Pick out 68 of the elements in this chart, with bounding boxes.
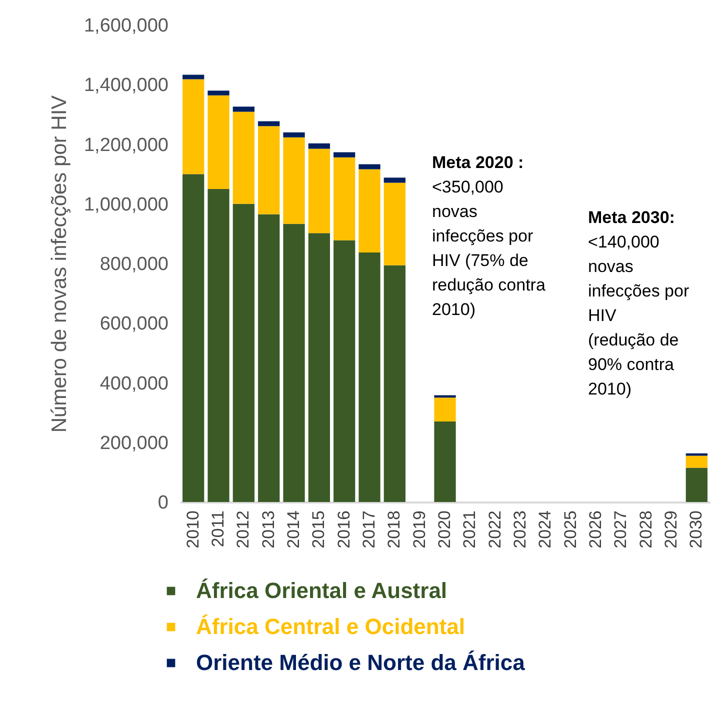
bar: [334, 157, 356, 240]
x-tick-label: 2014: [284, 510, 304, 548]
y-tick-label: 0: [158, 492, 168, 514]
legend-label: África Oriental e Austral: [196, 578, 448, 603]
x-tick-label: 2010: [183, 510, 202, 548]
bar: [384, 178, 406, 183]
bar: [258, 121, 280, 126]
bar: [358, 169, 380, 252]
x-tick-label: 2015: [309, 510, 328, 548]
bar: [334, 152, 356, 158]
y-tick-label: 1,400,000: [84, 75, 168, 96]
bar: [384, 265, 406, 502]
y-axis-title: Número de novas infecções por HIV: [48, 95, 71, 433]
bar: [258, 214, 280, 502]
bar: [182, 74, 204, 80]
bar: [434, 398, 456, 422]
y-tick-label: 200,000: [100, 432, 168, 454]
bar: [334, 240, 356, 502]
bar: [308, 148, 330, 234]
bar: [283, 224, 305, 502]
bar: [358, 252, 380, 502]
bar: [283, 132, 305, 138]
x-tick-label: 2024: [536, 510, 555, 548]
bar: [308, 233, 330, 502]
bar: [686, 456, 708, 468]
bar: [308, 143, 330, 149]
bar: [434, 422, 456, 502]
x-tick-label: 2016: [334, 510, 354, 548]
x-tick-label: 2013: [258, 510, 278, 548]
x-tick-label: 2011: [208, 510, 228, 548]
annotation: Meta 2020 : <350,000 novas infecções por HIV (75% de redução contra 2010): [432, 153, 546, 319]
bar: [208, 95, 230, 189]
bar: [232, 112, 254, 204]
bar: [182, 79, 204, 174]
x-tick-label: 2019: [410, 510, 429, 548]
x-tick-label: 2029: [661, 510, 680, 548]
bar: [686, 453, 708, 456]
x-tick-label: 2028: [636, 510, 656, 548]
annotation: Meta 2030: <140,000 novas infecções por HIV (redução de 90% contra 2010): [588, 208, 690, 398]
y-tick-label: 1,200,000: [84, 134, 168, 156]
bar: [358, 164, 380, 170]
x-tick-label: 2023: [510, 510, 530, 548]
x-tick-label: 2020: [435, 510, 454, 548]
y-tick-label: 1,000,000: [84, 194, 168, 216]
legend-label: Oriente Médio e Norte da África: [196, 650, 526, 675]
x-tick-label: 2030: [686, 510, 706, 548]
x-tick-label: 2021: [460, 510, 480, 548]
bar: [384, 182, 406, 266]
bar: [232, 204, 254, 502]
bar: [232, 106, 254, 112]
bar: [208, 188, 230, 502]
y-tick-label: 400,000: [100, 373, 168, 394]
x-tick-label: 2017: [360, 510, 378, 548]
bar: [283, 137, 305, 224]
bar: [208, 90, 230, 96]
y-tick-label: 1,600,000: [84, 16, 168, 36]
bar: [686, 468, 708, 502]
x-tick-label: 2018: [384, 510, 404, 548]
y-tick-label: 800,000: [100, 254, 168, 275]
x-tick-label: 2027: [611, 510, 630, 548]
x-tick-label: 2026: [586, 510, 605, 548]
x-tick-label: 2025: [560, 510, 580, 548]
y-tick-label: 600,000: [100, 314, 168, 335]
x-tick-label: 2022: [485, 510, 504, 548]
bar: [182, 174, 204, 502]
x-tick-label: 2012: [234, 510, 253, 548]
bar: [258, 126, 280, 214]
legend-label: África Central e Ocidental: [196, 614, 465, 639]
